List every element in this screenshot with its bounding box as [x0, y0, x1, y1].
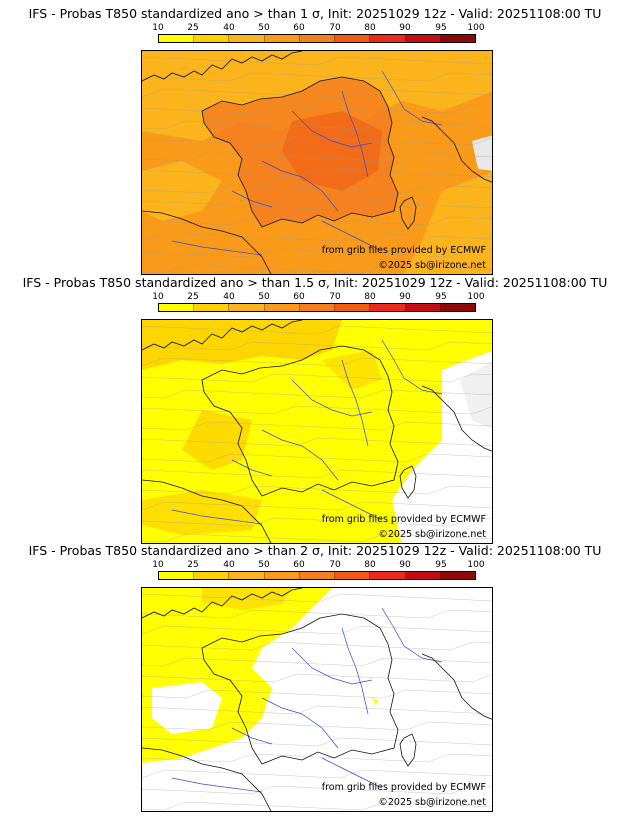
colorbar	[158, 571, 476, 580]
colorbar-segment	[194, 35, 230, 42]
map-area: from grib files provided by ECMWF ©2025 …	[141, 50, 493, 275]
colorbar-tick: 25	[187, 292, 199, 302]
colorbar-tick: 100	[467, 292, 485, 302]
rivers	[171, 339, 443, 525]
colorbar-segment	[440, 35, 475, 42]
colorbar-segment	[194, 304, 230, 311]
admin-boundaries	[142, 593, 492, 811]
rivers	[171, 70, 443, 256]
colorbar-tick-labels: 10 25 40 50 60 70 80 90 95 100	[140, 23, 510, 35]
probability-map-panel-2: IFS - Probas T850 standardized ano > tha…	[0, 275, 630, 545]
colorbar-segment	[194, 572, 230, 579]
coastlines	[142, 320, 492, 543]
colorbar-segment	[159, 572, 195, 579]
colorbar-tick: 10	[152, 292, 164, 302]
colorbar-tick: 40	[223, 560, 235, 570]
coastlines	[142, 588, 492, 811]
colorbar-segment	[264, 572, 300, 579]
colorbar-tick: 100	[467, 560, 485, 570]
colorbar-segment	[299, 35, 336, 42]
colorbar-tick: 60	[293, 560, 305, 570]
colorbar-tick: 25	[187, 560, 199, 570]
colorbar-segment	[159, 304, 195, 311]
colorbar-tick: 50	[258, 560, 270, 570]
colorbar-tick: 40	[223, 292, 235, 302]
colorbar-tick: 10	[152, 23, 164, 33]
colorbar-tick: 70	[329, 560, 341, 570]
colorbar-segment	[159, 35, 195, 42]
map-graphic	[142, 51, 492, 274]
panel-title: IFS - Probas T850 standardized ano > tha…	[28, 6, 602, 21]
provider-credit: from grib files provided by ECMWF	[321, 782, 486, 793]
colorbar-segment	[440, 304, 475, 311]
colorbar-tick: 40	[223, 23, 235, 33]
colorbar-segment	[229, 572, 265, 579]
map-area: from grib files provided by ECMWF ©2025 …	[141, 587, 493, 812]
colorbar-tick: 60	[293, 292, 305, 302]
colorbar-tick: 10	[152, 560, 164, 570]
copyright-credit: ©2025 sb@irizone.net	[378, 260, 486, 271]
probability-map-panel-3: IFS - Probas T850 standardized ano > tha…	[0, 543, 630, 813]
colorbar-segment	[264, 304, 300, 311]
colorbar-segment	[405, 304, 441, 311]
provider-credit: from grib files provided by ECMWF	[321, 245, 486, 256]
colorbar-segment	[299, 572, 336, 579]
probability-map-panel-1: IFS - Probas T850 standardized ano > tha…	[0, 6, 630, 276]
colorbar-segment	[299, 304, 336, 311]
colorbar-tick: 50	[258, 292, 270, 302]
map-area: from grib files provided by ECMWF ©2025 …	[141, 319, 493, 544]
colorbar-tick: 50	[258, 23, 270, 33]
colorbar-tick-labels: 10 25 40 50 60 70 80 90 95 100	[140, 560, 510, 572]
colorbar-tick: 100	[467, 23, 485, 33]
colorbar-tick: 95	[435, 23, 447, 33]
copyright-credit: ©2025 sb@irizone.net	[378, 797, 486, 808]
colorbar-segment	[229, 304, 265, 311]
provider-credit: from grib files provided by ECMWF	[321, 514, 486, 525]
colorbar	[158, 303, 476, 312]
colorbar-tick: 90	[399, 560, 411, 570]
colorbar-tick: 70	[329, 23, 341, 33]
map-graphic	[142, 588, 492, 811]
panel-title: IFS - Probas T850 standardized ano > tha…	[28, 543, 602, 558]
admin-boundaries	[142, 325, 492, 543]
colorbar-tick: 80	[364, 560, 376, 570]
rivers	[171, 607, 443, 793]
copyright-credit: ©2025 sb@irizone.net	[378, 529, 486, 540]
colorbar-segment	[370, 572, 406, 579]
colorbar-segment	[229, 35, 265, 42]
panel-title: IFS - Probas T850 standardized ano > tha…	[22, 275, 608, 290]
colorbar-segment	[405, 35, 441, 42]
coastlines	[142, 51, 492, 274]
colorbar-tick: 80	[364, 292, 376, 302]
colorbar-tick: 25	[187, 23, 199, 33]
colorbar	[158, 34, 476, 43]
colorbar-tick: 60	[293, 23, 305, 33]
colorbar-segment	[440, 572, 475, 579]
colorbar-tick: 95	[435, 560, 447, 570]
colorbar-tick: 90	[399, 23, 411, 33]
colorbar-tick: 70	[329, 292, 341, 302]
colorbar-tick: 95	[435, 292, 447, 302]
colorbar-segment	[335, 304, 371, 311]
colorbar-tick-labels: 10 25 40 50 60 70 80 90 95 100	[140, 292, 510, 304]
colorbar-segment	[370, 35, 406, 42]
map-graphic	[142, 320, 492, 543]
colorbar-tick: 90	[399, 292, 411, 302]
colorbar-segment	[335, 572, 371, 579]
colorbar-segment	[370, 304, 406, 311]
colorbar-segment	[405, 572, 441, 579]
colorbar-segment	[264, 35, 300, 42]
colorbar-segment	[335, 35, 371, 42]
colorbar-tick: 80	[364, 23, 376, 33]
